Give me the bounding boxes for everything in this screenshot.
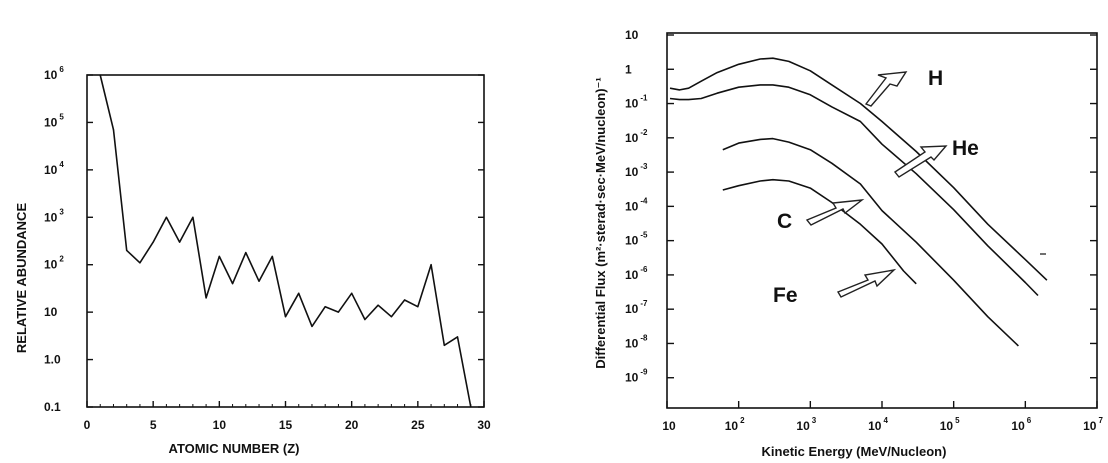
abundance-point — [470, 406, 472, 408]
flux-lines — [669, 57, 1048, 347]
he-callout-arrow — [893, 145, 948, 178]
abundance-point — [152, 241, 154, 243]
left-y-tick-label: 10 2 — [44, 255, 64, 272]
right-x-tick-label: 10 2 — [725, 416, 745, 433]
abundance-point — [165, 216, 167, 218]
left-y-tick-label: 1.0 — [44, 353, 61, 367]
abundance-point — [311, 325, 313, 328]
left-tick-marks — [86, 74, 485, 408]
h-series-label: H — [928, 67, 943, 90]
abundance-point — [417, 306, 419, 308]
right-x-tick-label: 10 3 — [796, 416, 816, 433]
right-y-tick-label: 10 -3 — [625, 162, 648, 179]
fe-callout-arrow — [836, 268, 897, 298]
abundance-point — [430, 264, 432, 266]
flux-chart: 10 10 2 10 3 10 4 10 5 10 6 10 7 10 1 10-1 10-2 10-3 10-4… — [593, 28, 1103, 459]
abundance-point — [324, 306, 326, 308]
left-x-tick-label: 30 — [477, 418, 491, 432]
abundance-line — [99, 74, 472, 408]
left-y-tick-label: 10 4 — [44, 160, 64, 177]
he-series-label: He — [952, 137, 979, 160]
abundance-point — [179, 241, 181, 243]
right-x-tick-label: 10 6 — [1011, 416, 1031, 433]
abundance-point — [351, 292, 353, 294]
right-y-tick-label: 10 -2 — [625, 128, 648, 145]
flux-line-c — [722, 137, 1019, 347]
abundance-point — [456, 336, 459, 338]
fe-series-label: Fe — [773, 284, 798, 307]
left-y-tick-label: 10 5 — [44, 112, 64, 129]
right-tick-marks — [666, 34, 1098, 408]
left-y-tick-label: 0.1 — [44, 400, 61, 414]
abundance-point — [337, 311, 340, 313]
left-x-tick-label: 15 — [279, 418, 293, 432]
right-x-tick-labels: 10 10 2 10 3 10 4 10 5 10 6 10 7 — [662, 416, 1103, 433]
right-x-tick-label: 10 — [662, 419, 676, 433]
abundance-point — [99, 74, 101, 76]
right-y-tick-label: 10 -8 — [625, 333, 648, 350]
left-y-axis-label: RELATIVE ABUNDANCE — [14, 203, 29, 354]
abundance-point — [218, 255, 220, 257]
abundance-point — [258, 280, 260, 282]
left-x-axis-label: ATOMIC NUMBER (Z) — [169, 441, 300, 456]
abundance-point — [390, 316, 392, 318]
right-y-tick-labels: 10 1 10-1 10-2 10-3 10-4 10-5 10-6 10-7 10-8 10-9 — [625, 28, 648, 385]
right-y-tick-label: 10 -7 — [625, 299, 648, 316]
left-y-tick-label: 10 6 — [44, 65, 64, 82]
right-y-tick-label: 1 — [625, 62, 632, 76]
left-x-tick-label: 20 — [345, 418, 359, 432]
right-y-tick-label: 10 -6 — [625, 265, 648, 282]
left-x-tick-label: 5 — [150, 418, 157, 432]
abundance-point — [139, 262, 141, 264]
right-y-tick-label: 10 -1 — [625, 94, 648, 111]
right-x-tick-label: 10 7 — [1083, 416, 1103, 433]
abundance-point — [205, 297, 207, 299]
abundance-point — [126, 249, 128, 252]
series-callouts: H He C Fe — [773, 67, 979, 307]
left-x-tick-label: 10 — [213, 418, 227, 432]
right-y-tick-label: 10 -9 — [625, 368, 648, 385]
left-y-tick-label: 10 3 — [44, 207, 64, 224]
right-y-tick-label: 10 -4 — [625, 196, 648, 213]
abundance-point — [231, 282, 234, 285]
abundance-point — [284, 316, 287, 318]
left-x-tick-label: 25 — [411, 418, 425, 432]
abundance-point — [298, 292, 300, 294]
left-x-tick-label: 0 — [84, 418, 91, 432]
abundance-points — [99, 74, 472, 408]
abundance-point — [377, 304, 379, 306]
left-plot-frame — [86, 74, 485, 408]
abundance-point — [271, 255, 273, 257]
c-series-label: C — [777, 210, 792, 233]
right-x-tick-label: 10 4 — [868, 416, 888, 433]
right-x-axis-label: Kinetic Energy (MeV/Nucleon) — [762, 444, 947, 459]
right-x-tick-label: 10 5 — [940, 416, 960, 433]
right-y-tick-label: 10 -5 — [625, 231, 648, 248]
abundance-point — [364, 318, 366, 321]
flux-line-fe — [722, 178, 917, 285]
right-y-axis-label: Differential Flux (m²·sterad·sec·MeV/nuc… — [593, 77, 608, 368]
flux-line-he — [669, 84, 1039, 297]
abundance-point — [443, 344, 445, 346]
abundance-point — [245, 252, 247, 254]
right-y-tick-label: 10 — [625, 28, 639, 42]
abundance-point — [404, 299, 406, 301]
flux-line-h — [669, 57, 1048, 281]
c-callout-arrow — [805, 199, 865, 226]
abundance-point — [112, 129, 115, 131]
abundance-point — [192, 216, 194, 218]
left-x-tick-labels: 0 5 10 15 20 25 30 — [84, 418, 491, 432]
left-y-tick-label: 10 — [44, 305, 58, 319]
h-callout-arrow — [864, 71, 908, 107]
